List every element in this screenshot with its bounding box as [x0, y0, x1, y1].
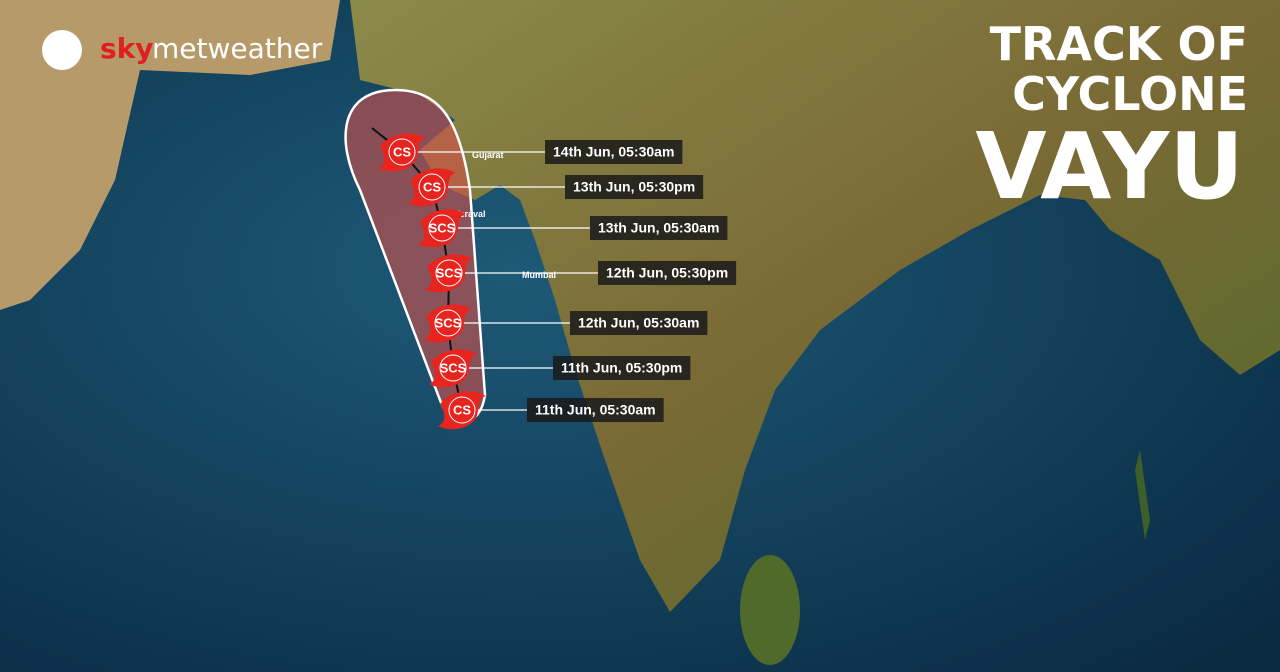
cyclone-core — [448, 396, 476, 424]
time-label: 13th Jun, 05:30pm — [573, 179, 695, 195]
cyclone-category: CS — [393, 144, 411, 159]
cyclone-category: SCS — [435, 315, 462, 330]
cyclone-category: CS — [423, 179, 441, 194]
time-box — [545, 140, 683, 164]
time-box — [527, 398, 664, 422]
time-box — [553, 356, 691, 380]
place-label: Veraval — [454, 209, 486, 219]
title-line: CYCLONE — [1012, 67, 1248, 121]
logo-sky: sky — [100, 32, 154, 65]
cyclone-core — [388, 138, 416, 166]
place-label: Mumbai — [522, 270, 556, 280]
title-line: VAYU — [975, 113, 1244, 220]
time-label: 13th Jun, 05:30am — [598, 220, 719, 236]
logo-icon — [42, 30, 82, 70]
arabia — [0, 0, 340, 310]
cyclone-core — [434, 309, 462, 337]
place-label: Gujarat — [472, 150, 504, 160]
cyclone-core — [428, 214, 456, 242]
time-label: 12th Jun, 05:30pm — [606, 265, 728, 281]
time-label: 14th Jun, 05:30am — [553, 144, 674, 160]
cyclone-core — [439, 354, 467, 382]
time-label: 11th Jun, 05:30pm — [561, 360, 682, 376]
time-box — [590, 216, 728, 240]
cyclone-core — [435, 259, 463, 287]
logo-metweather: metweather — [152, 32, 323, 65]
cyclone-category: CS — [453, 402, 471, 417]
title-line: TRACK OF — [990, 17, 1248, 71]
logo: sky metweather — [42, 30, 323, 70]
sri-lanka — [740, 555, 800, 665]
time-box — [598, 261, 737, 285]
islands — [1135, 450, 1150, 540]
cyclone-category: SCS — [429, 220, 456, 235]
cyclone-category: SCS — [440, 360, 467, 375]
time-label: 12th Jun, 05:30am — [578, 315, 699, 331]
track: CS 14th Jun, 05:30am CS 13th Jun, 05:30pm SC… — [371, 127, 737, 430]
time-label: 11th Jun, 05:30am — [535, 402, 656, 418]
cyclone-core — [418, 173, 446, 201]
time-box — [565, 175, 704, 199]
cyclone-category: SCS — [436, 265, 463, 280]
time-box — [570, 311, 708, 335]
